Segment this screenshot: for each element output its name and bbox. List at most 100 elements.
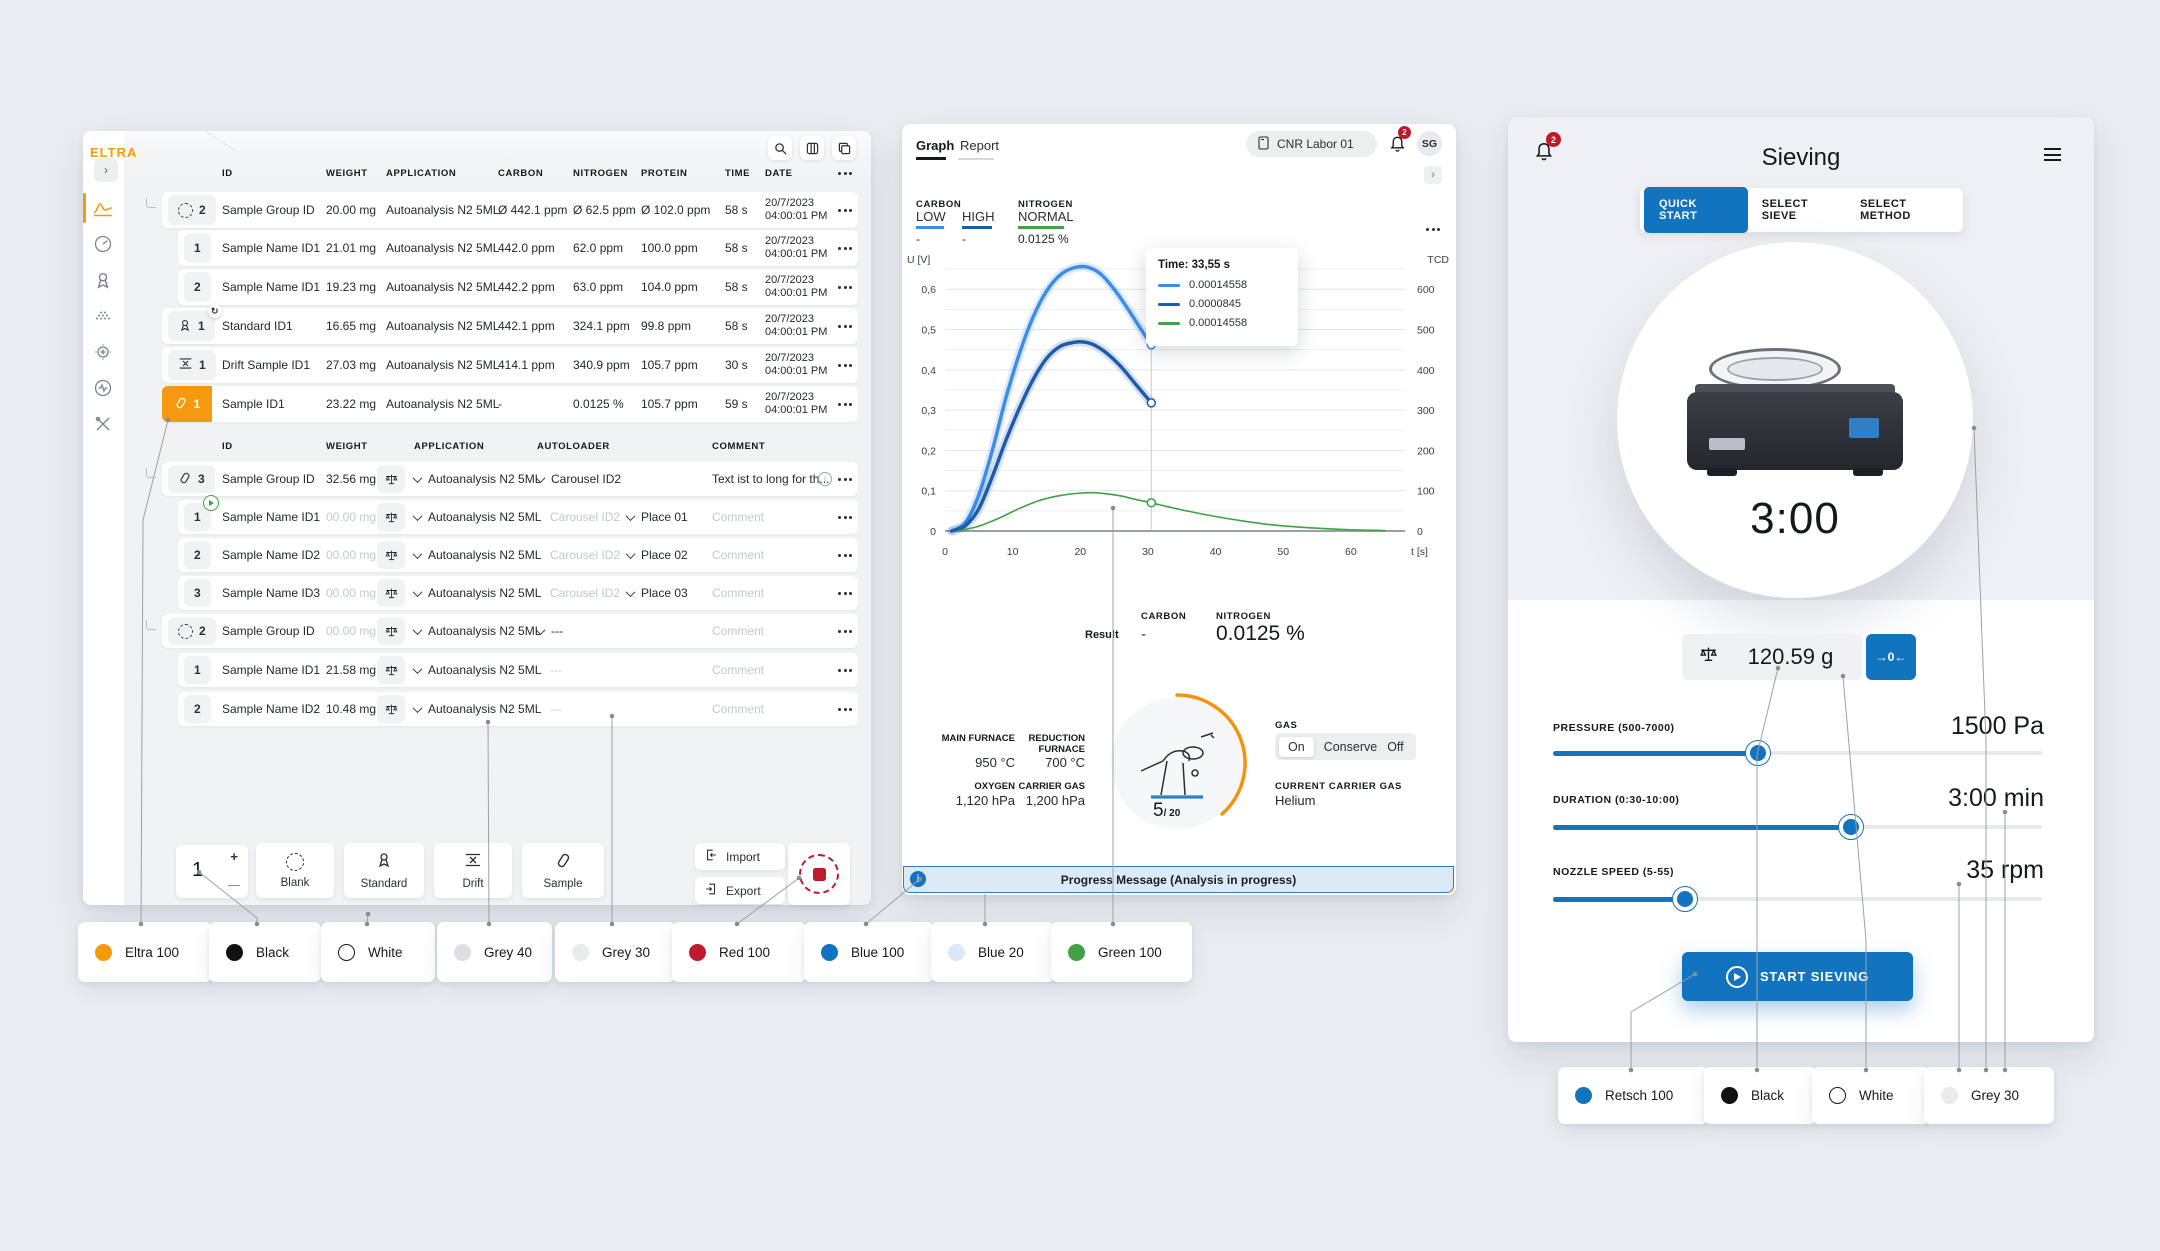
- application-dropdown[interactable]: Autoanalysis N2 5ML: [412, 692, 541, 726]
- pressure-slider[interactable]: [1553, 738, 2042, 768]
- hamburger-menu-icon[interactable]: [2044, 148, 2061, 161]
- stepper-minus[interactable]: [228, 884, 240, 886]
- swatch-grey-30[interactable]: Grey 30: [1924, 1067, 2054, 1124]
- application-dropdown[interactable]: Autoanalysis N2 5ML: [412, 614, 541, 648]
- table-row[interactable]: 2 Sample Name ID2 00.00 mg Autoanalysis …: [178, 538, 858, 572]
- row-menu[interactable]: [838, 347, 852, 383]
- cell-comment[interactable]: Comment: [712, 663, 765, 677]
- avatar[interactable]: SG: [1417, 131, 1442, 156]
- cell-comment[interactable]: Comment: [712, 624, 765, 638]
- scale-button[interactable]: [377, 617, 405, 645]
- row-menu[interactable]: [838, 462, 852, 496]
- table-row[interactable]: 1 Sample Name ID1 21.58 mg Autoanalysis …: [178, 653, 858, 687]
- swatch-retsch-100[interactable]: Retsch 100: [1558, 1067, 1709, 1124]
- legend-high-label[interactable]: HIGH: [962, 209, 995, 224]
- table-row-selected[interactable]: 1 Sample ID1 23.22 mg Autoanalysis N2 5M…: [162, 386, 858, 422]
- swatch-blue-20[interactable]: Blue 20: [931, 922, 1055, 982]
- gas-option-conserve[interactable]: Conserve: [1323, 739, 1378, 754]
- place-dropdown[interactable]: Place 01: [625, 500, 688, 534]
- swatch-eltra-100[interactable]: Eltra 100: [78, 922, 212, 982]
- table-row-drift[interactable]: 1 Drift Sample ID1 27.03 mg Autoanalysis…: [162, 347, 858, 383]
- search-button[interactable]: [768, 136, 792, 160]
- row-menu[interactable]: [838, 653, 852, 687]
- notification-bell-icon[interactable]: [1533, 140, 1555, 168]
- application-dropdown[interactable]: Autoanalysis N2 5ML: [412, 653, 541, 687]
- row-menu[interactable]: [838, 269, 852, 305]
- sidebar-item-analysis-peak-icon[interactable]: [92, 197, 114, 219]
- scale-button[interactable]: [377, 503, 405, 531]
- row-menu[interactable]: [838, 308, 852, 344]
- application-dropdown[interactable]: Autoanalysis N2 5ML: [412, 500, 541, 534]
- sidebar-expand-button[interactable]: ›: [94, 158, 118, 182]
- nozzle-speed-slider[interactable]: [1553, 884, 2042, 914]
- table-row-group[interactable]: 2 Sample Group ID 00.00 mg Autoanalysis …: [162, 614, 858, 648]
- table-row[interactable]: 1 Sample Name ID1 00.00 mg Autoanalysis …: [178, 495, 858, 534]
- scale-button[interactable]: [377, 695, 405, 723]
- tab-quick-start[interactable]: QUICK START: [1644, 187, 1748, 233]
- standard-button[interactable]: Standard: [344, 843, 424, 898]
- device-chip[interactable]: CNR Labor 01: [1246, 131, 1377, 157]
- table-row[interactable]: 2 Sample Name ID1 19.23 mg Autoanalysis …: [178, 269, 858, 305]
- blank-button[interactable]: Blank: [256, 843, 334, 898]
- table-row[interactable]: 1 Sample Name ID1 21.01 mg Autoanalysis …: [178, 230, 858, 266]
- table-row[interactable]: 3 Sample Name ID3 00.00 mg Autoanalysis …: [178, 576, 858, 610]
- autoloader-dropdown[interactable]: ---: [535, 614, 563, 648]
- table-row[interactable]: 2 Sample Group ID 20.00 mg Autoanalysis …: [162, 192, 858, 228]
- drift-button[interactable]: Drift: [434, 843, 512, 898]
- swatch-grey-30[interactable]: Grey 30: [555, 922, 676, 982]
- tab-select-sieve[interactable]: SELECT SIEVE: [1761, 198, 1809, 222]
- cell-comment[interactable]: Comment: [712, 702, 765, 716]
- swatch-green-100[interactable]: Green 100: [1051, 922, 1192, 982]
- row-menu[interactable]: [838, 192, 852, 228]
- scale-button[interactable]: [377, 465, 405, 493]
- legend-menu[interactable]: [1426, 228, 1440, 231]
- panel-collapse-button[interactable]: ›: [1424, 166, 1442, 184]
- sidebar-item-standard-icon[interactable]: [92, 269, 114, 291]
- scale-button[interactable]: [377, 541, 405, 569]
- copy-button[interactable]: [832, 136, 856, 160]
- legend-normal-label[interactable]: NORMAL: [1018, 209, 1074, 224]
- machine-screen[interactable]: [1849, 418, 1879, 438]
- sample-count-stepper[interactable]: 1 +: [176, 845, 248, 898]
- cell-comment[interactable]: Comment: [712, 548, 765, 562]
- table-row-group[interactable]: 3 Sample Group ID 32.56 mg Autoanalysis …: [162, 462, 858, 496]
- table-row-standard[interactable]: 1 ↻ Standard ID1 16.65 mg Autoanalysis N…: [162, 304, 858, 344]
- cell-comment[interactable]: Comment: [712, 510, 765, 524]
- sidebar-item-gauge-icon[interactable]: [92, 233, 114, 255]
- table-row[interactable]: 2 Sample Name ID2 10.48 mg Autoanalysis …: [178, 692, 858, 726]
- tab-select-method[interactable]: SELECT METHOD: [1860, 198, 1911, 222]
- row-menu[interactable]: [838, 576, 852, 610]
- application-dropdown[interactable]: Autoanalysis N2 5ML: [412, 462, 541, 496]
- info-icon[interactable]: i: [818, 462, 832, 496]
- start-sieving-button[interactable]: START SIEVING: [1682, 952, 1913, 1001]
- row-menu[interactable]: [838, 538, 852, 572]
- sidebar-item-calibration-icon[interactable]: [92, 341, 114, 363]
- swatch-grey-40[interactable]: Grey 40: [437, 922, 552, 982]
- cell-comment[interactable]: Comment: [712, 586, 765, 600]
- row-menu[interactable]: [838, 614, 852, 648]
- gas-option-off[interactable]: Off: [1387, 739, 1404, 754]
- sample-button[interactable]: Sample: [522, 843, 604, 898]
- tab-report[interactable]: Report: [960, 138, 1000, 153]
- duration-slider[interactable]: [1553, 812, 2042, 842]
- place-dropdown[interactable]: Place 03: [625, 576, 688, 610]
- scale-button[interactable]: [377, 656, 405, 684]
- swatch-white[interactable]: White: [321, 922, 435, 982]
- import-button[interactable]: Import: [695, 843, 785, 870]
- place-dropdown[interactable]: Place 02: [625, 538, 688, 572]
- sidebar-item-tools-icon[interactable]: [92, 413, 114, 435]
- gas-segmented-control[interactable]: On Conserve Off: [1275, 733, 1416, 760]
- swatch-black[interactable]: Black: [209, 922, 321, 982]
- row-menu[interactable]: [838, 692, 852, 726]
- swatch-white[interactable]: White: [1812, 1067, 1930, 1124]
- swatch-red-100[interactable]: Red 100: [672, 922, 806, 982]
- autoloader-dropdown[interactable]: Carousel ID2: [535, 462, 621, 496]
- swatch-blue-100[interactable]: Blue 100: [804, 922, 934, 982]
- tab-graph[interactable]: Graph: [916, 138, 955, 153]
- application-dropdown[interactable]: Autoanalysis N2 5ML: [412, 538, 541, 572]
- row-menu[interactable]: [838, 386, 852, 422]
- stop-record-button[interactable]: [788, 843, 850, 905]
- row-menu[interactable]: [838, 230, 852, 266]
- t1-header-menu[interactable]: [838, 172, 852, 175]
- columns-button[interactable]: [800, 136, 824, 160]
